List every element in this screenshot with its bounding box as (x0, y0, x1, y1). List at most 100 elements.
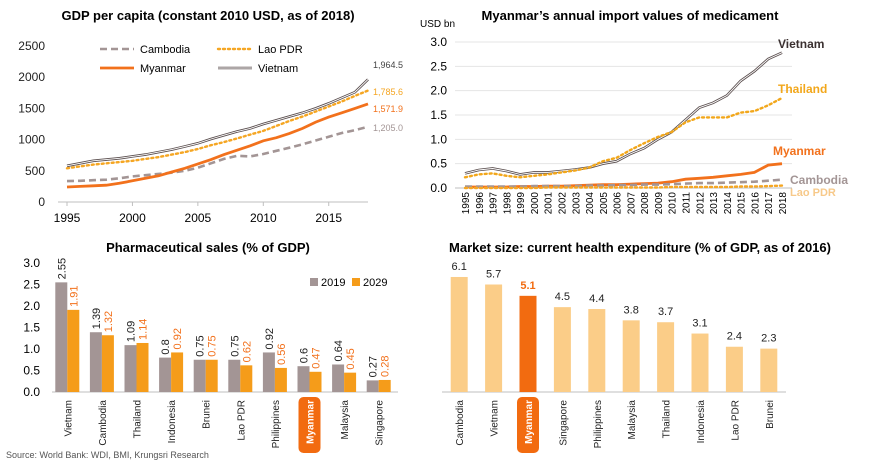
pharma-bar-malaysia-2029 (344, 372, 357, 392)
pharma-bar-malaysia-2019 (332, 364, 345, 392)
market-bar-myanmar (519, 295, 537, 392)
pharma-bar-philippines-2029 (274, 367, 287, 392)
market-bar-cambodia (450, 276, 468, 392)
market-value-lao-pdr: 2.4 (727, 331, 742, 343)
imports-xtick-2013: 2013 (709, 192, 720, 215)
gdp-ytick-2500: 2500 (18, 39, 45, 53)
chart-market-size: Market size: current health expenditure … (442, 240, 831, 453)
gdp-end-label-vietnam: 1,964.5 (373, 60, 403, 70)
gdp-legend-vietnam: Vietnam (258, 63, 298, 75)
market-highlight-myanmar (517, 397, 539, 453)
pharma-legend-swatch-2019 (310, 278, 318, 286)
pharma-bar-myanmar-2029 (309, 371, 322, 392)
gdp-end-label-lao-pdr: 1,785.6 (373, 87, 403, 97)
pharma-value-lao-pdr-2019: 0.75 (229, 335, 241, 356)
gdp-legend-myanmar: Myanmar (140, 63, 186, 75)
market-title: Market size: current health expenditure … (449, 240, 831, 255)
pharma-ytick-1.0: 1.0 (23, 342, 40, 356)
pharma-value-malaysia-2029: 0.45 (345, 348, 357, 369)
imports-xtick-2000: 2000 (530, 192, 541, 215)
market-category-malaysia: Malaysia (627, 400, 638, 440)
imports-xtick-1996: 1996 (475, 192, 486, 215)
pharma-value-indonesia-2029: 0.92 (172, 328, 184, 349)
pharma-value-lao-pdr-2029: 0.62 (241, 341, 253, 362)
imports-xtick-2001: 2001 (544, 192, 555, 215)
imports-series-label-thailand: Thailand (778, 82, 827, 96)
gdp-xtick-2010: 2010 (250, 211, 277, 225)
pharma-bar-singapore-2019 (366, 380, 379, 392)
pharma-legend-2029: 2029 (363, 277, 387, 289)
pharma-category-brunei: Brunei (202, 400, 213, 429)
pharma-bar-vietnam-2019 (55, 282, 68, 392)
gdp-ytick-0: 0 (38, 195, 45, 209)
market-category-myanmar: Myanmar (524, 400, 535, 444)
imports-xtick-1995: 1995 (461, 192, 472, 215)
imports-series-label-myanmar: Myanmar (773, 144, 826, 158)
imports-xtick-2002: 2002 (557, 192, 568, 215)
gdp-line-cambodia (66, 125, 369, 183)
imports-xtick-2016: 2016 (750, 192, 761, 215)
market-bar-singapore (553, 307, 571, 392)
gdp-xtick-2000: 2000 (119, 211, 146, 225)
imports-xtick-2008: 2008 (640, 192, 651, 215)
pharma-value-singapore-2019: 0.27 (368, 356, 380, 377)
market-bar-philippines (588, 309, 606, 392)
gdp-line-vietnam (66, 78, 369, 168)
market-category-philippines: Philippines (593, 400, 604, 448)
imports-ytick-2.0: 2.0 (430, 84, 447, 98)
gdp-legend-lao-pdr: Lao PDR (258, 44, 303, 56)
pharma-value-vietnam-2019: 2.55 (56, 258, 68, 279)
imports-line-lao-pdr (463, 184, 784, 190)
gdp-line-myanmar (66, 102, 369, 189)
pharma-category-malaysia: Malaysia (340, 400, 351, 440)
imports-xtick-2006: 2006 (613, 192, 624, 215)
imports-xtick-2011: 2011 (682, 192, 693, 214)
gdp-ytick-500: 500 (25, 164, 45, 178)
gdp-ytick-2000: 2000 (18, 70, 45, 84)
gdp-ytick-1500: 1500 (18, 101, 45, 115)
imports-xtick-1997: 1997 (489, 192, 500, 215)
pharma-category-lao-pdr: Lao PDR (236, 400, 247, 441)
market-value-philippines: 4.4 (589, 293, 604, 305)
market-category-indonesia: Indonesia (696, 400, 707, 444)
pharma-bar-cambodia-2019 (89, 332, 102, 392)
market-category-thailand: Thailand (662, 400, 673, 438)
market-category-brunei: Brunei (765, 400, 776, 429)
market-category-singapore: Singapore (558, 400, 569, 446)
imports-line-cambodia (465, 178, 783, 188)
imports-xtick-2012: 2012 (695, 192, 706, 215)
imports-ytick-2.5: 2.5 (430, 59, 447, 73)
market-bar-lao-pdr (725, 346, 743, 392)
market-category-vietnam: Vietnam (490, 400, 501, 437)
gdp-ytick-1000: 1000 (18, 133, 45, 147)
source-note: Source: World Bank: WDI, BMI, Krungsri R… (6, 450, 209, 460)
imports-xtick-2017: 2017 (764, 192, 775, 215)
imports-ytick-0.5: 0.5 (430, 157, 447, 171)
imports-series-label-lao-pdr: Lao PDR (790, 187, 836, 199)
gdp-legend-cambodia: Cambodia (140, 44, 191, 56)
imports-series-label-vietnam: Vietnam (778, 37, 824, 51)
pharma-category-singapore: Singapore (375, 400, 386, 446)
imports-ytick-0.0: 0.0 (430, 181, 447, 195)
gdp-title: GDP per capita (constant 2010 USD, as of… (61, 8, 354, 23)
pharma-value-philippines-2019: 0.92 (264, 328, 276, 349)
imports-xtick-2010: 2010 (668, 192, 679, 215)
market-value-brunei: 2.3 (761, 333, 776, 345)
imports-title: Myanmar’s annual import values of medica… (482, 8, 780, 23)
chart-gdp-per-capita: GDP per capita (constant 2010 USD, as of… (18, 8, 403, 225)
pharma-bar-indonesia-2019 (159, 357, 172, 392)
pharma-title: Pharmaceutical sales (% of GDP) (106, 240, 310, 255)
imports-ytick-1.0: 1.0 (430, 132, 447, 146)
pharma-category-cambodia: Cambodia (98, 400, 109, 446)
pharma-category-vietnam: Vietnam (63, 400, 74, 437)
pharma-value-vietnam-2029: 1.91 (68, 285, 80, 306)
pharma-bar-vietnam-2029 (67, 309, 80, 392)
pharma-category-indonesia: Indonesia (167, 400, 178, 444)
market-value-thailand: 3.7 (658, 306, 673, 318)
pharma-ytick-2.5: 2.5 (23, 278, 40, 292)
pharma-bar-cambodia-2029 (101, 335, 114, 392)
gdp-line-lao-pdr (65, 89, 370, 170)
imports-ytick-3.0: 3.0 (430, 35, 447, 49)
market-category-cambodia: Cambodia (455, 400, 466, 446)
imports-ytick-1.5: 1.5 (430, 108, 447, 122)
